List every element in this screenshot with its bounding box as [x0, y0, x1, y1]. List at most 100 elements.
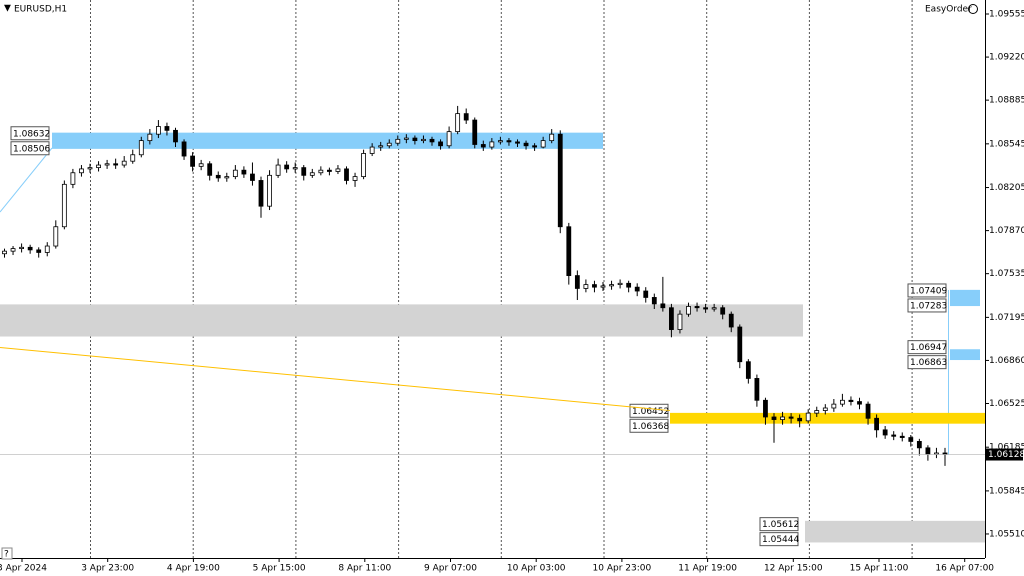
- x-tick-label: 3 Apr 23:00: [81, 564, 134, 574]
- candle-body: [745, 361, 751, 379]
- candle-body: [155, 126, 161, 135]
- candle-body: [540, 140, 546, 148]
- candle-body: [703, 307, 708, 310]
- candle-body: [130, 154, 136, 162]
- zone-label-box: [629, 418, 669, 433]
- y-tick-label: 1.08205: [989, 183, 1024, 193]
- help-label[interactable]: ?: [4, 550, 9, 560]
- y-tick-label: 1.08545: [989, 139, 1024, 149]
- candle-body: [780, 416, 785, 420]
- candle-body: [515, 141, 520, 144]
- candle-body: [754, 378, 760, 401]
- price-zone: [950, 289, 980, 307]
- candle-body: [626, 282, 632, 288]
- candle-body: [669, 307, 674, 330]
- candle-body: [352, 176, 358, 181]
- zone-label: 1.06368: [632, 422, 669, 432]
- candle-body: [549, 133, 555, 142]
- candle-body: [164, 126, 170, 131]
- y-tick-label: 1.05510: [989, 529, 1024, 539]
- zone-label-box: [759, 532, 799, 547]
- candle-body: [934, 452, 939, 455]
- candle-body: [840, 399, 845, 405]
- candle-body: [403, 137, 409, 140]
- candle-body: [292, 167, 298, 170]
- candle-body: [523, 142, 529, 147]
- candle-body: [284, 164, 290, 170]
- zone-label: 1.05612: [762, 520, 799, 530]
- candle-body: [61, 183, 67, 228]
- candle-body: [694, 306, 700, 309]
- zone-label-box: [10, 141, 50, 156]
- chart-title: EURUSD,H1: [14, 5, 67, 15]
- candle-body: [267, 174, 272, 207]
- zone-label: 1.06863: [910, 358, 947, 368]
- candle-body: [318, 169, 324, 174]
- y-tick-label: 1.07535: [989, 269, 1024, 279]
- x-tick-label: 12 Apr 15:00: [764, 564, 823, 574]
- candle-body: [788, 416, 794, 419]
- zone-label: 1.08632: [13, 129, 50, 139]
- candle-body: [19, 246, 25, 249]
- zone-label: 1.07409: [910, 286, 947, 296]
- candle-body: [711, 307, 717, 310]
- y-tick-label: 1.05845: [989, 486, 1024, 496]
- candle-body: [429, 138, 435, 143]
- candle-body: [848, 399, 854, 402]
- zone-label: 1.08506: [13, 144, 50, 154]
- y-tick-label: 1.09220: [989, 53, 1024, 63]
- candle-body: [207, 163, 213, 176]
- candle-body: [908, 437, 914, 442]
- candle-body: [865, 403, 871, 419]
- x-tick-label: 16 Apr 07:00: [935, 564, 994, 574]
- candle-body: [686, 306, 691, 315]
- candle-body: [438, 141, 443, 147]
- connector-line: [0, 147, 53, 213]
- candle-body: [660, 303, 666, 309]
- x-tick-label: 11 Apr 19:00: [678, 564, 737, 574]
- price-zone: [805, 520, 985, 543]
- candle-body: [532, 145, 537, 148]
- candle-body: [446, 131, 452, 147]
- candle-body: [771, 416, 777, 420]
- y-tick-label: 1.08885: [989, 96, 1024, 106]
- candle-body: [344, 168, 349, 181]
- candle-body: [250, 173, 255, 181]
- y-tick-label: 1.06860: [989, 356, 1024, 366]
- menu-arrow[interactable]: ▼: [4, 4, 11, 14]
- candle-body: [925, 447, 931, 455]
- candle-body: [232, 169, 238, 178]
- y-tick-label: 1.07195: [989, 313, 1024, 323]
- zone-label: 1.06452: [632, 407, 669, 417]
- price-zone: [0, 304, 803, 337]
- candle-body: [763, 399, 768, 418]
- candle-body: [10, 248, 16, 252]
- candle-body: [814, 410, 820, 414]
- candle-body: [609, 284, 614, 287]
- zone-label-box: [759, 517, 799, 532]
- help-box[interactable]: [1, 547, 13, 560]
- zone-label: 1.05444: [762, 535, 799, 545]
- candle-body: [27, 246, 33, 251]
- price-zone: [950, 349, 980, 361]
- x-tick-label: 15 Apr 11:00: [850, 564, 909, 574]
- candle-body: [181, 141, 187, 157]
- candle-body: [275, 164, 281, 176]
- current-price-box: [986, 448, 1023, 461]
- candle-body: [258, 180, 264, 207]
- candle-body: [121, 160, 127, 166]
- candle-body: [463, 113, 469, 121]
- candle-body: [113, 163, 119, 166]
- price-zone: [52, 132, 603, 149]
- candle-body: [224, 176, 230, 179]
- candle-body: [506, 140, 512, 143]
- candle-body: [891, 434, 897, 437]
- y-tick-label: 1.07870: [989, 226, 1024, 236]
- x-tick-label: 4 Apr 19:00: [167, 564, 220, 574]
- candle-body: [138, 140, 144, 156]
- candle-body: [378, 145, 384, 148]
- price-zone: [670, 412, 985, 424]
- candle-body: [574, 275, 580, 289]
